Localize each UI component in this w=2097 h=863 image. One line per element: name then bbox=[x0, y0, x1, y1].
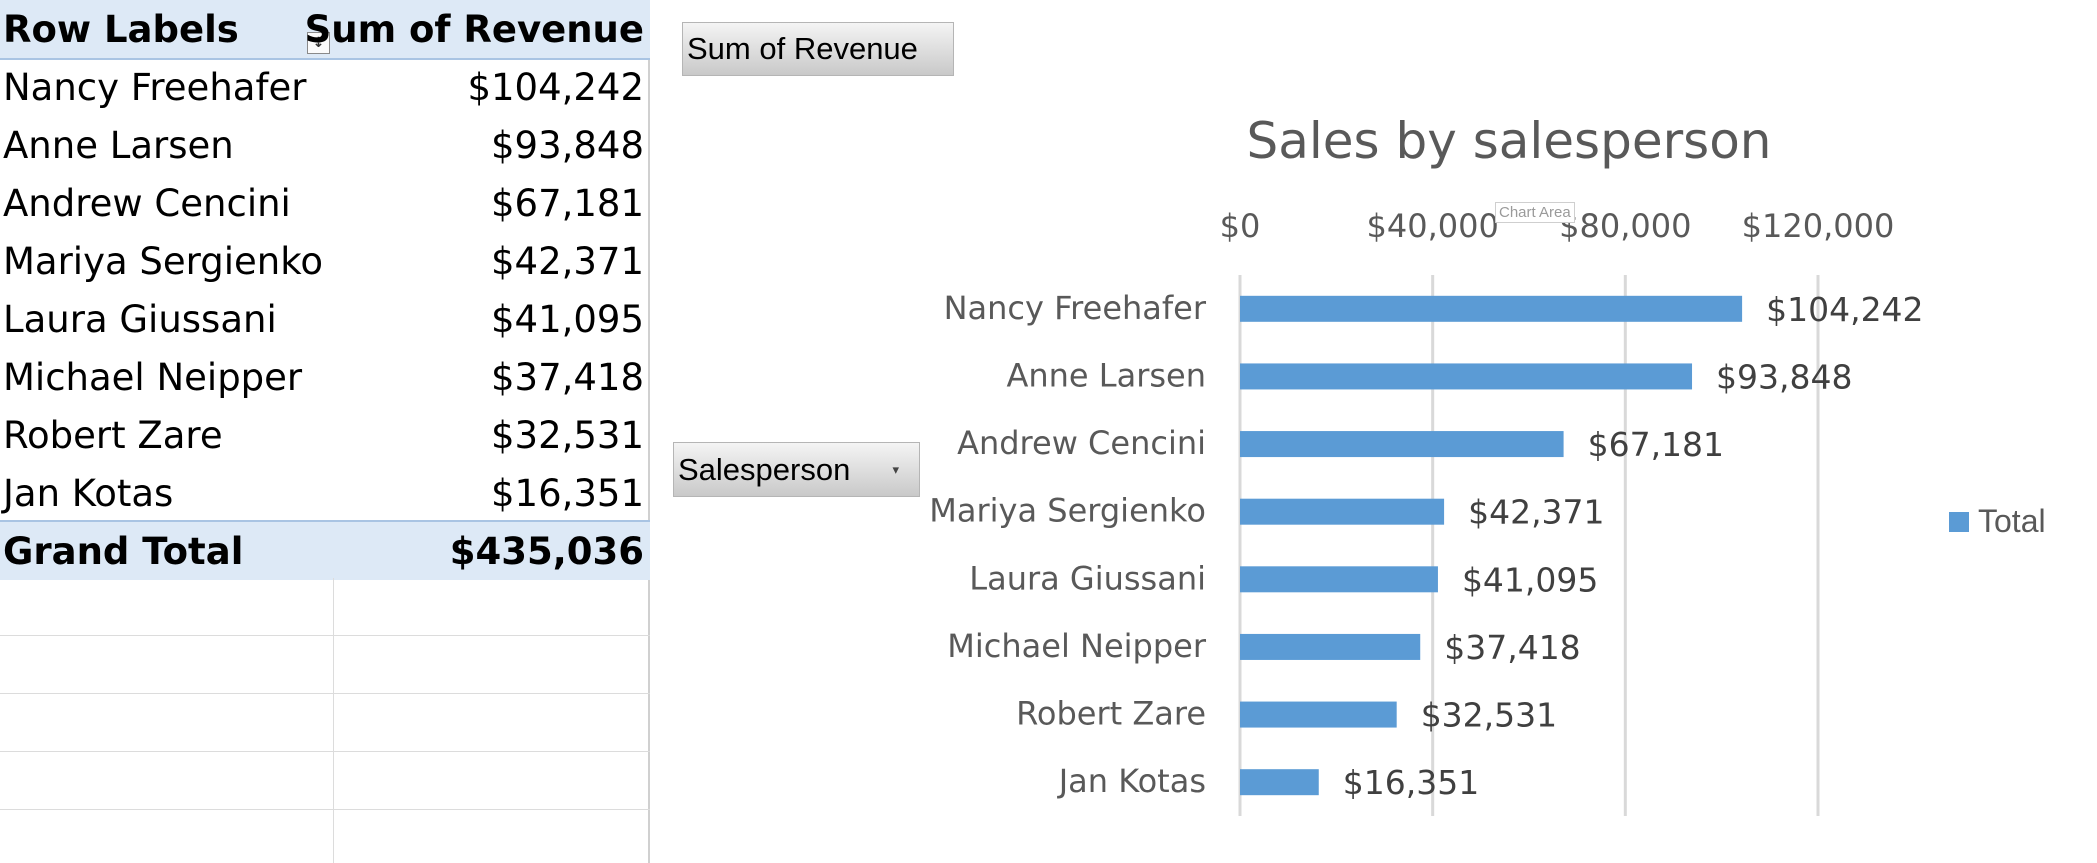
grand-total-value[interactable]: $435,036 bbox=[449, 529, 644, 573]
pivot-row-label[interactable]: Michael Neipper bbox=[3, 355, 303, 399]
category-label: Mariya Sergienko bbox=[929, 492, 1206, 530]
data-label: $93,848 bbox=[1716, 357, 1852, 396]
pivot-row-label[interactable]: Jan Kotas bbox=[3, 471, 174, 515]
pivot-row: Nancy Freehafer $104,242 bbox=[0, 58, 650, 116]
grid-line bbox=[0, 809, 650, 810]
pivot-row: Michael Neipper $37,418 bbox=[0, 348, 650, 406]
bar[interactable] bbox=[1240, 701, 1397, 728]
grid-line bbox=[0, 751, 650, 752]
pivot-row-value[interactable]: $104,242 bbox=[467, 65, 644, 109]
category-label: Anne Larsen bbox=[1006, 356, 1206, 394]
pivot-row-value[interactable]: $42,371 bbox=[490, 239, 644, 283]
pivot-row: Laura Giussani $41,095 bbox=[0, 290, 650, 348]
pivot-row-label[interactable]: Robert Zare bbox=[3, 413, 223, 457]
data-label: $104,242 bbox=[1766, 290, 1923, 329]
pivot-row-label[interactable]: Laura Giussani bbox=[3, 297, 277, 341]
bar[interactable] bbox=[1240, 498, 1445, 525]
legend-swatch bbox=[1949, 511, 1969, 532]
grid-line bbox=[0, 693, 650, 694]
bar[interactable] bbox=[1240, 769, 1319, 796]
category-label: Nancy Freehafer bbox=[944, 289, 1207, 327]
grand-total-row: Grand Total $435,036 bbox=[0, 520, 650, 580]
chart-area-tooltip: Chart Area bbox=[1495, 202, 1575, 223]
data-label: $41,095 bbox=[1462, 560, 1598, 599]
data-label: $32,531 bbox=[1421, 696, 1557, 735]
bar[interactable] bbox=[1240, 566, 1438, 593]
dropdown-arrow-icon[interactable]: ▾ bbox=[892, 461, 899, 477]
sum-of-revenue-header[interactable]: Sum of Revenue bbox=[304, 7, 644, 51]
pivot-row: Robert Zare $32,531 bbox=[0, 406, 650, 464]
x-tick-label: $0 bbox=[1220, 207, 1261, 245]
sort-filter-icon[interactable]: ⇣ bbox=[307, 32, 330, 54]
x-tick-label: $40,000 bbox=[1367, 207, 1499, 245]
pivot-row-label[interactable]: Mariya Sergienko bbox=[3, 239, 323, 283]
pivot-chart[interactable]: Sales by salesperson $0 $40,000 $80,000 $120… bbox=[652, 0, 2097, 863]
bar[interactable] bbox=[1240, 363, 1693, 390]
pivot-row-value[interactable]: $16,351 bbox=[490, 471, 644, 515]
data-label: $37,418 bbox=[1444, 628, 1580, 667]
pivot-row: Anne Larsen $93,848 bbox=[0, 116, 650, 174]
pivot-row-label[interactable]: Nancy Freehafer bbox=[3, 65, 307, 109]
x-tick-label: $120,000 bbox=[1742, 207, 1895, 245]
pivot-row-value[interactable]: $67,181 bbox=[490, 181, 644, 225]
pivot-row: Jan Kotas $16,351 bbox=[0, 464, 650, 522]
category-label: Andrew Cencini bbox=[957, 424, 1206, 462]
pivot-row-value[interactable]: $93,848 bbox=[490, 123, 644, 167]
pivot-row: Andrew Cencini $67,181 bbox=[0, 174, 650, 232]
values-field-button[interactable]: Sum of Revenue bbox=[682, 22, 954, 76]
values-field-label: Sum of Revenue bbox=[687, 31, 918, 66]
grid-line bbox=[0, 635, 650, 636]
pivot-row-value[interactable]: $41,095 bbox=[490, 297, 644, 341]
axis-field-label: Salesperson bbox=[678, 451, 851, 487]
bar[interactable] bbox=[1240, 633, 1421, 660]
category-label: Jan Kotas bbox=[1057, 762, 1206, 800]
pivot-row-value[interactable]: $32,531 bbox=[490, 413, 644, 457]
pivot-header-row: Row Labels ⇣ Sum of Revenue bbox=[0, 0, 650, 60]
chart-title: Sales by salesperson bbox=[1247, 112, 1772, 170]
pivot-row-label[interactable]: Andrew Cencini bbox=[3, 181, 291, 225]
x-tick-label: $80,000 bbox=[1559, 207, 1691, 245]
legend-label: Total bbox=[1978, 503, 2046, 539]
category-label: Michael Neipper bbox=[947, 627, 1207, 665]
axis-field-button[interactable]: Salesperson ▾ bbox=[673, 442, 920, 497]
pivot-row-value[interactable]: $37,418 bbox=[490, 355, 644, 399]
pivot-table: Row Labels ⇣ Sum of Revenue Nancy Freeha… bbox=[0, 0, 650, 863]
category-label: Robert Zare bbox=[1016, 695, 1206, 733]
grand-total-label[interactable]: Grand Total bbox=[3, 529, 244, 573]
pivot-row: Mariya Sergienko $42,371 bbox=[0, 232, 650, 290]
category-label: Laura Giussani bbox=[969, 559, 1206, 597]
chart-plot[interactable]: Sales by salesperson $0 $40,000 $80,000 $120… bbox=[652, 0, 2097, 863]
chart-legend[interactable]: Total bbox=[1949, 503, 2046, 540]
bar[interactable] bbox=[1240, 431, 1564, 458]
pivot-row-label[interactable]: Anne Larsen bbox=[3, 123, 234, 167]
grid-column-line bbox=[333, 578, 334, 863]
data-label: $16,351 bbox=[1343, 763, 1479, 802]
bar[interactable] bbox=[1240, 295, 1743, 322]
row-labels-header[interactable]: Row Labels bbox=[3, 7, 239, 51]
data-label: $42,371 bbox=[1468, 493, 1604, 532]
data-label: $67,181 bbox=[1588, 425, 1724, 464]
